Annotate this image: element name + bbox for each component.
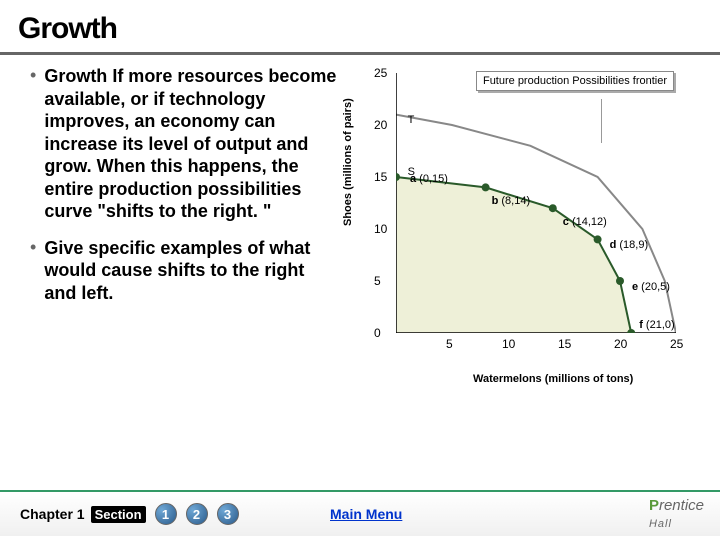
nav-button-3[interactable]: 3 — [217, 503, 239, 525]
bullet-item: • Give specific examples of what would c… — [30, 237, 340, 305]
footer-bar: Chapter 1 Section 1 2 3 Main Menu Prenti… — [0, 490, 720, 536]
chart-plot: 2520151050510152025TSa (0,15)b (8,14)c (… — [396, 73, 676, 333]
x-tick: 5 — [446, 337, 453, 351]
section-button[interactable]: Section — [91, 506, 146, 523]
nav-button-1[interactable]: 1 — [155, 503, 177, 525]
bullet-marker: • — [30, 65, 36, 223]
footer-nav: Chapter 1 Section 1 2 3 — [20, 503, 239, 525]
main-menu-link[interactable]: Main Menu — [330, 506, 402, 522]
y-tick: 15 — [374, 170, 387, 184]
nav-button-2[interactable]: 2 — [186, 503, 208, 525]
point-label: f (21,0) — [639, 319, 674, 331]
point-label: a (0,15) — [410, 173, 448, 185]
y-tick: 5 — [374, 274, 381, 288]
point-label: e (20,5) — [632, 281, 670, 293]
point-label: c (14,12) — [563, 216, 607, 228]
ppf-chart: Shoes (millions of pairs) 25201510505101… — [348, 65, 688, 375]
bullet-text: Give specific examples of what would cau… — [44, 237, 340, 305]
bullet-marker: • — [30, 237, 36, 305]
x-tick: 15 — [558, 337, 571, 351]
brand-logo: Prentice Hall — [649, 497, 704, 531]
x-tick: 10 — [502, 337, 515, 351]
bullet-column: • Growth If more resources become availa… — [30, 65, 340, 375]
page-title: Growth — [18, 12, 702, 46]
x-tick: 20 — [614, 337, 627, 351]
content-area: • Growth If more resources become availa… — [0, 55, 720, 375]
point-label: d (18,9) — [610, 239, 649, 251]
x-axis-label: Watermelons (millions of tons) — [473, 373, 633, 385]
y-tick: 10 — [374, 222, 387, 236]
x-tick: 25 — [670, 337, 683, 351]
curve-letter: T — [408, 114, 415, 126]
chapter-label[interactable]: Chapter 1 — [20, 506, 85, 522]
point-label: b (8,14) — [492, 195, 531, 207]
callout-box: Future production Possibilities frontier — [476, 71, 674, 91]
chart-column: Shoes (millions of pairs) 25 20 15 10 5 0 5 10 1… — [340, 65, 712, 375]
callout-line — [601, 99, 602, 143]
y-tick: 0 — [374, 326, 381, 340]
bullet-item: • Growth If more resources become availa… — [30, 65, 340, 223]
y-axis-label: Shoes (millions of pairs) — [342, 98, 354, 226]
y-tick: 25 — [374, 66, 387, 80]
bullet-text: Growth If more resources become availabl… — [44, 65, 340, 223]
title-bar: Growth — [0, 0, 720, 55]
y-tick: 20 — [374, 118, 387, 132]
